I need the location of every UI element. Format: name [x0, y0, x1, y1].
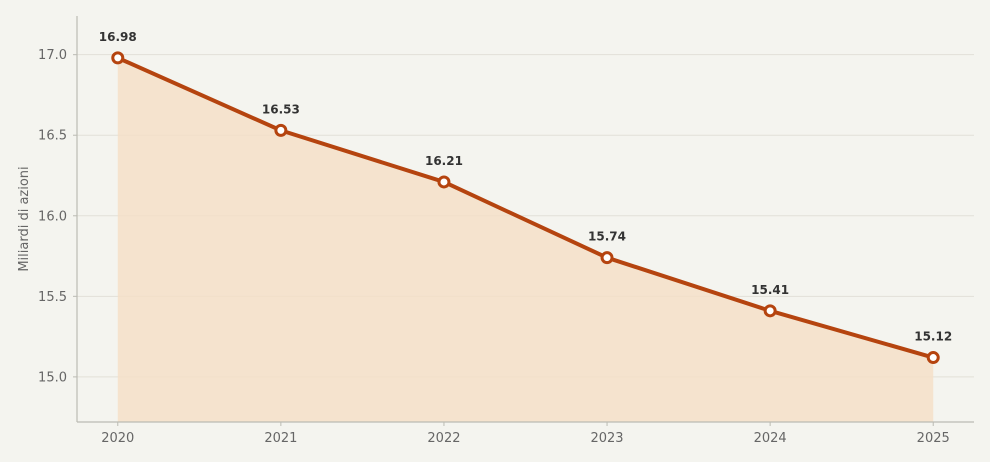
data-point-2: [437, 175, 451, 189]
axes: [76, 16, 974, 423]
data-point-4: [763, 304, 777, 318]
data-point-1: [274, 123, 288, 137]
series-line: [115, 55, 936, 360]
x-tick-label-0: 2020: [101, 431, 134, 446]
y-axis-title: Miliardi di azioni: [17, 166, 32, 271]
data-point-5: [926, 351, 940, 365]
data-point-3: [600, 251, 614, 265]
data-label-5: 15.12: [914, 330, 952, 344]
x-tick-label-4: 2024: [754, 431, 787, 446]
y-tick-label-0: 15.0: [38, 370, 67, 385]
data-point-0: [111, 51, 125, 65]
y-tick-labels: 15.0 15.5 16.0 16.5 17.0: [38, 48, 77, 385]
y-tick-label-1: 15.5: [38, 290, 67, 305]
x-tick-label-2: 2022: [427, 431, 460, 446]
y-tick-label-4: 17.0: [38, 48, 67, 63]
data-label-3: 15.74: [588, 230, 626, 244]
data-label-4: 15.41: [751, 283, 789, 297]
data-points: [111, 51, 940, 365]
area-fill: [117, 57, 934, 423]
y-tick-label-2: 16.0: [38, 209, 67, 224]
data-labels: 16.98 16.53 16.21 15.74 15.41 15.12: [99, 30, 952, 344]
x-tick-label-1: 2021: [264, 431, 297, 446]
x-tick-label-3: 2023: [590, 431, 623, 446]
data-label-0: 16.98: [99, 30, 137, 44]
y-tick-label-3: 16.5: [38, 129, 67, 144]
data-label-2: 16.21: [425, 154, 463, 168]
x-tick-labels: 2020 2021 2022 2023 2024 2025: [101, 422, 950, 446]
data-label-1: 16.53: [262, 102, 300, 116]
x-tick-label-5: 2025: [917, 431, 950, 446]
